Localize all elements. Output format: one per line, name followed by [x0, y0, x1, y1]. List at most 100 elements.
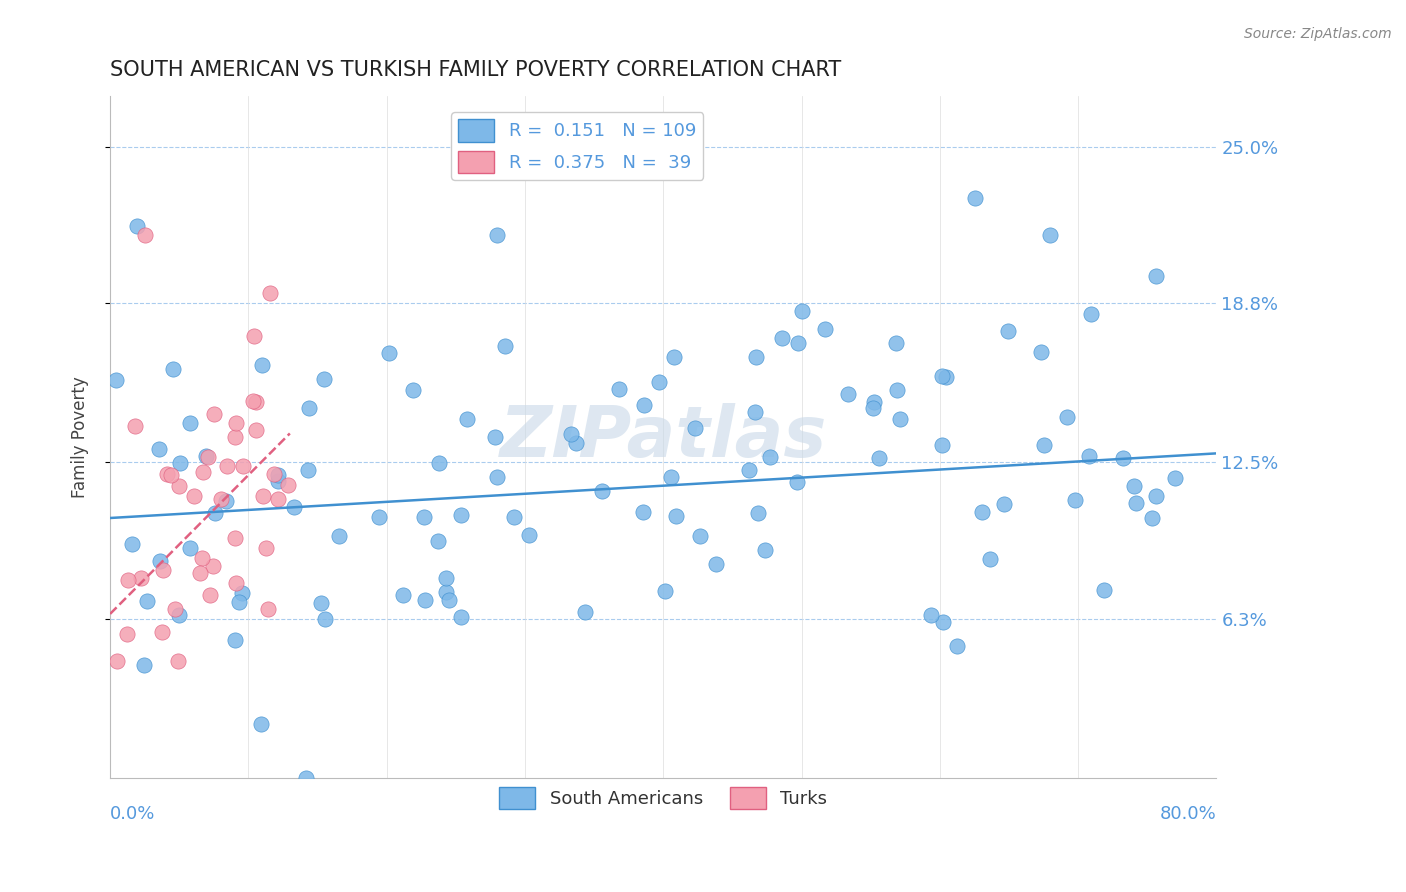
Point: [295, 771, 318, 785]
Point: [283, 500, 305, 514]
Point: [267, 467, 290, 482]
Point: [215, 494, 238, 508]
Point: [148, 442, 170, 457]
Point: [166, 654, 188, 668]
Point: [786, 475, 808, 489]
Point: [560, 427, 582, 442]
Point: [368, 509, 391, 524]
Point: [314, 372, 336, 386]
Point: [654, 583, 676, 598]
Point: [136, 594, 159, 608]
Point: [160, 467, 183, 482]
Point: [863, 395, 886, 409]
Text: 0.0%: 0.0%: [110, 805, 156, 823]
Point: [886, 384, 908, 398]
Point: [311, 596, 333, 610]
Point: [242, 393, 264, 408]
Point: [689, 529, 711, 543]
Point: [129, 572, 152, 586]
Point: [132, 658, 155, 673]
Point: [427, 456, 450, 470]
Point: [437, 593, 460, 607]
Point: [456, 412, 478, 426]
Point: [231, 585, 253, 599]
Point: [1122, 478, 1144, 492]
Point: [121, 537, 143, 551]
Point: [391, 588, 413, 602]
Point: [886, 336, 908, 351]
Point: [197, 450, 219, 465]
Point: [183, 489, 205, 503]
Point: [484, 429, 506, 443]
Point: [970, 505, 993, 519]
Point: [188, 566, 211, 580]
Point: [162, 362, 184, 376]
Y-axis label: Family Poverty: Family Poverty: [72, 376, 89, 498]
Point: [574, 605, 596, 619]
Point: [1144, 268, 1167, 283]
Point: [124, 419, 146, 434]
Point: [931, 438, 953, 452]
Point: [1056, 410, 1078, 425]
Point: [1033, 438, 1056, 452]
Point: [434, 584, 457, 599]
Point: [517, 527, 540, 541]
Point: [127, 219, 149, 234]
Point: [931, 369, 953, 384]
Point: [169, 456, 191, 470]
Point: [1029, 345, 1052, 359]
Point: [946, 639, 969, 653]
Point: [659, 470, 682, 484]
Point: [647, 376, 669, 390]
Point: [252, 489, 274, 503]
Point: [837, 386, 859, 401]
Point: [267, 474, 290, 488]
Legend: South Americans, Turks: South Americans, Turks: [492, 780, 835, 817]
Point: [179, 417, 201, 431]
Point: [245, 423, 267, 437]
Point: [485, 470, 508, 484]
Point: [503, 509, 526, 524]
Point: [105, 373, 128, 387]
Point: [297, 463, 319, 477]
Point: [790, 304, 813, 318]
Point: [427, 533, 450, 548]
Point: [150, 625, 173, 640]
Point: [256, 602, 278, 616]
Point: [889, 411, 911, 425]
Point: [965, 191, 987, 205]
Point: [745, 351, 768, 365]
Point: [169, 478, 191, 492]
Point: [1144, 489, 1167, 503]
Point: [277, 477, 299, 491]
Point: [134, 228, 156, 243]
Point: [209, 492, 232, 507]
Point: [163, 602, 186, 616]
Point: [193, 466, 215, 480]
Point: [254, 541, 277, 556]
Point: [868, 450, 890, 465]
Point: [662, 350, 685, 364]
Point: [747, 506, 769, 520]
Point: [242, 329, 264, 343]
Point: [167, 608, 190, 623]
Point: [862, 401, 884, 415]
Point: [486, 228, 509, 243]
Point: [224, 531, 246, 545]
Point: [565, 435, 588, 450]
Point: [215, 458, 238, 473]
Point: [198, 588, 221, 602]
Point: [249, 716, 271, 731]
Point: [935, 369, 957, 384]
Point: [450, 610, 472, 624]
Point: [450, 508, 472, 522]
Point: [814, 321, 837, 335]
Point: [202, 407, 225, 421]
Point: [263, 467, 285, 482]
Point: [434, 571, 457, 585]
Point: [191, 550, 214, 565]
Point: [738, 463, 761, 477]
Point: [1140, 511, 1163, 525]
Point: [117, 573, 139, 587]
Point: [298, 401, 321, 416]
